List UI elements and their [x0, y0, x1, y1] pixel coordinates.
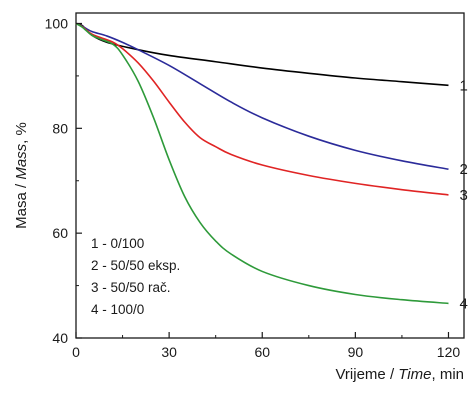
y-tick-label: 40: [52, 330, 68, 346]
x-axis-label: Vrijeme / Time, min: [335, 366, 464, 383]
legend-entry: 3 - 50/50 rač.: [91, 280, 171, 295]
x-tick-label: 90: [348, 344, 364, 360]
x-tick-label: 0: [72, 344, 80, 360]
legend-entry: 2 - 50/50 eksp.: [91, 258, 180, 273]
series-4-line: [75, 22, 449, 305]
y-tick-label: 60: [52, 225, 68, 241]
x-axis-label-suffix: , min: [431, 366, 464, 383]
x-tick-label: 60: [254, 344, 270, 360]
y-axis-label-italic: Mass: [13, 143, 30, 179]
legend-entry: 1 - 0/100: [91, 236, 144, 251]
x-tick-label: 120: [437, 344, 461, 360]
y-axis-label: Masa / Mass, %: [13, 122, 30, 229]
series-4-end-label: 4: [459, 295, 467, 312]
legend-entry: 4 - 100/0: [91, 302, 144, 317]
series-3-line: [75, 22, 449, 196]
series-1-line: [75, 22, 449, 87]
y-axis-label-suffix: , %: [13, 122, 30, 144]
x-axis-label-italic: Time: [398, 366, 431, 383]
series-2-end-label: 2: [459, 161, 467, 178]
series-2-line: [75, 22, 449, 170]
y-tick-label: 100: [45, 15, 69, 31]
x-tick-label: 30: [161, 344, 177, 360]
y-tick-label: 80: [52, 120, 68, 136]
series-3-end-label: 3: [459, 187, 467, 204]
y-axis-label-prefix: Masa /: [13, 180, 30, 229]
series-1-end-label: 1: [459, 77, 467, 94]
plot-frame: [75, 12, 465, 339]
x-axis-label-prefix: Vrijeme /: [335, 366, 398, 383]
